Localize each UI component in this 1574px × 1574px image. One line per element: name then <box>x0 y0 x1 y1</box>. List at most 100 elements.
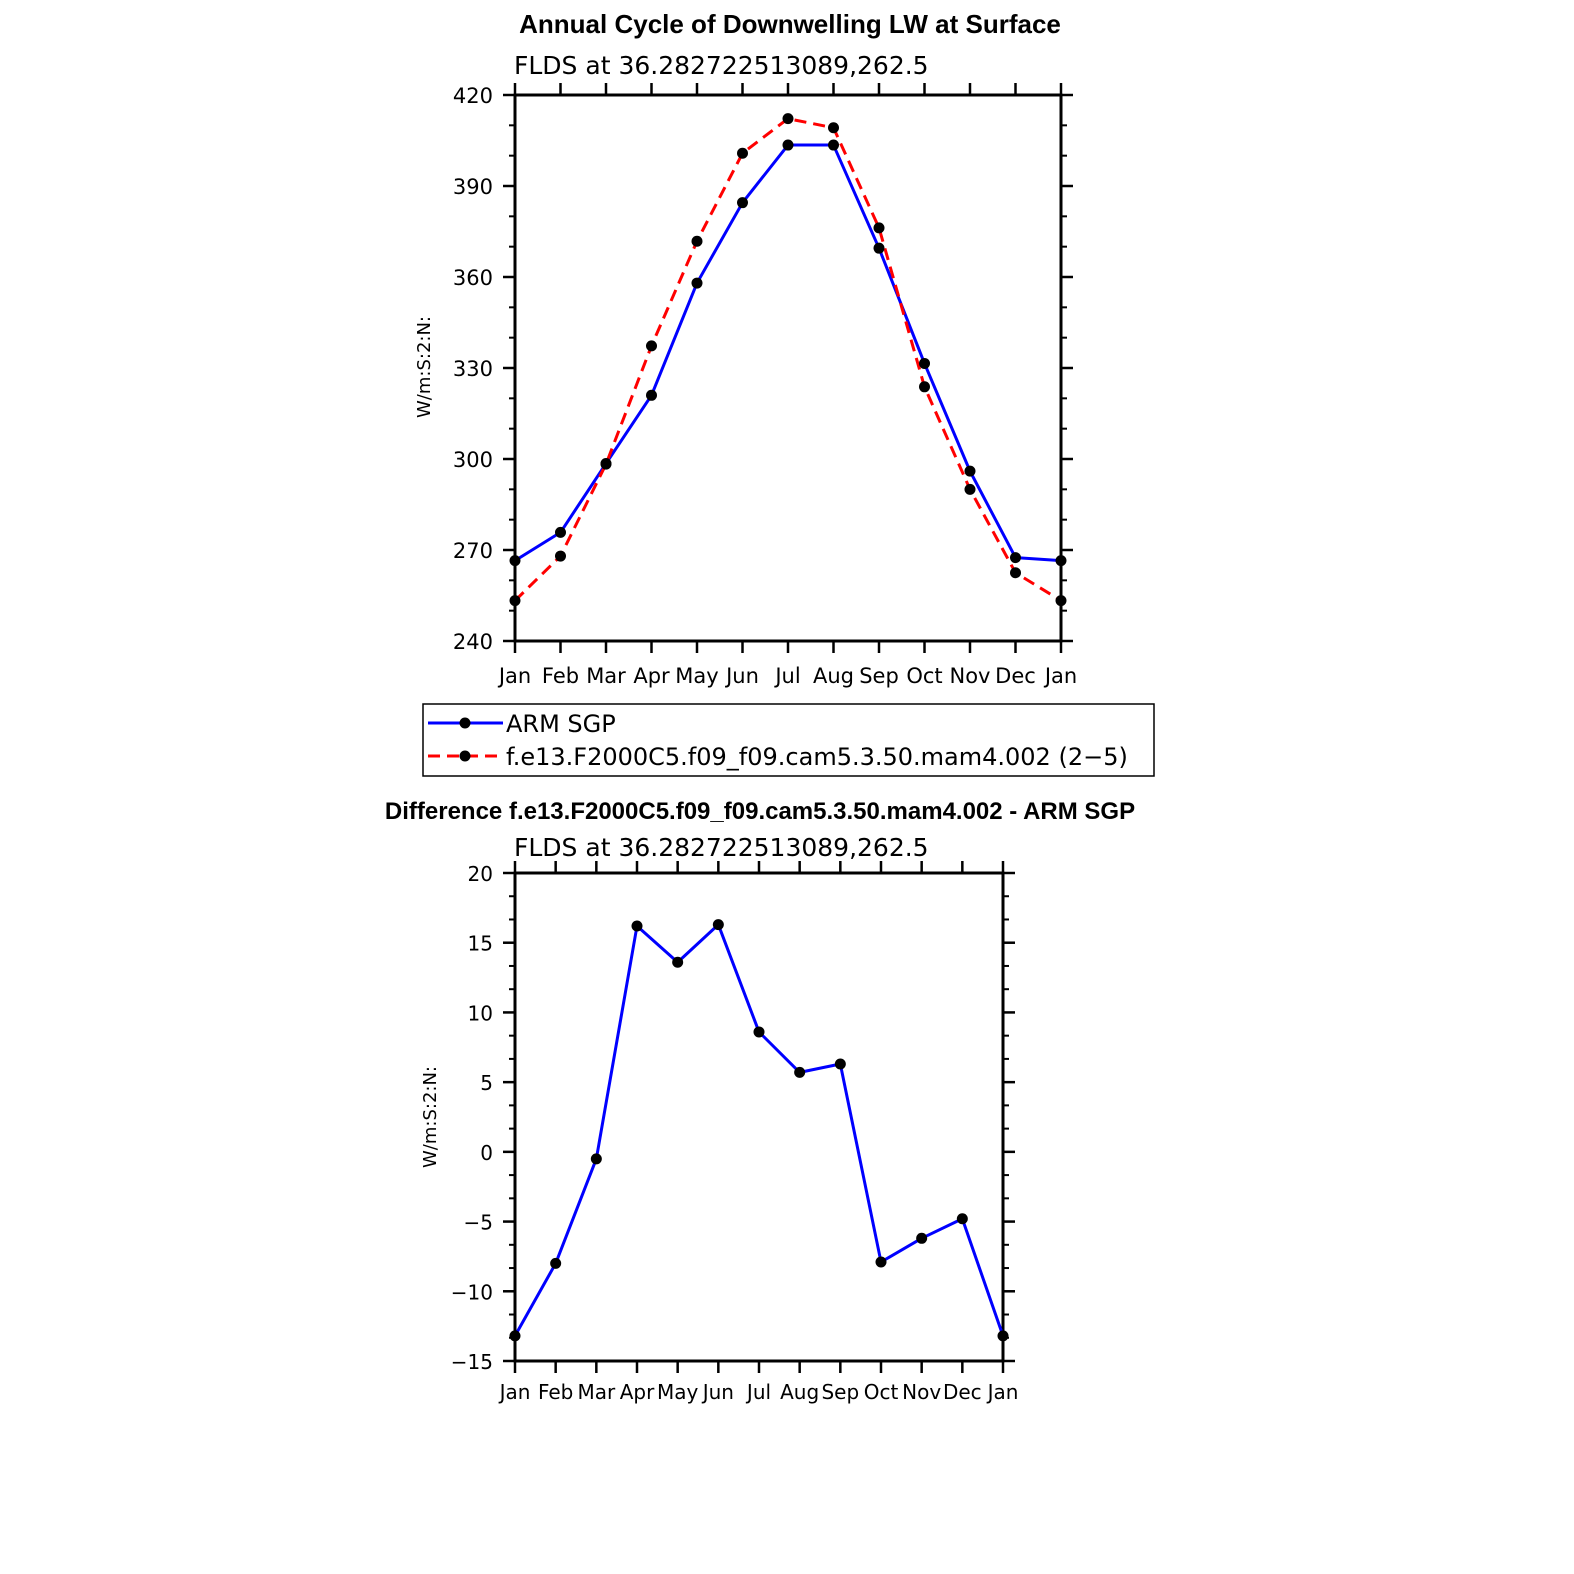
x-tick-label: Jan <box>498 1380 531 1404</box>
data-point <box>631 920 643 932</box>
x-tick-label: Dec <box>943 1380 982 1404</box>
chart2-series <box>509 919 1009 1342</box>
chart2-plot-frame <box>513 871 1005 1363</box>
chart2-title: Difference f.e13.F2000C5.f09_f09.cam5.3.… <box>385 798 1135 825</box>
data-point <box>550 1257 562 1269</box>
chart1-y-ticks: 240 270 300 330 360 390 420 <box>453 84 1073 654</box>
x-tick-label: Mar <box>586 664 626 688</box>
x-tick-label: Sep <box>821 1380 859 1404</box>
x-tick-label: May <box>657 1380 699 1404</box>
legend-marker-arm <box>459 717 471 729</box>
chart1-ylabel: W/m:S:2:N: <box>414 316 435 418</box>
series-line-0 <box>513 923 1005 1337</box>
data-point <box>794 1066 806 1078</box>
chart1-series <box>509 113 1067 607</box>
data-point <box>1055 555 1067 567</box>
legend-label-arm: ARM SGP <box>506 710 616 738</box>
chart1-plot-frame <box>513 93 1063 643</box>
data-point <box>873 222 885 234</box>
data-point <box>916 1232 928 1244</box>
chart2-x-ticks: Jan Feb Mar Apr May Jun Jul Aug Sep Oct Nov Dec Jan <box>498 861 1019 1404</box>
x-tick-label: Jan <box>497 664 531 688</box>
data-point <box>753 1026 765 1038</box>
data-point <box>1010 567 1021 579</box>
y-tick-label: −15 <box>451 1350 493 1374</box>
y-tick-label: 15 <box>468 932 493 956</box>
chart1-x-ticks: Jan Feb Mar Apr May Jun Jul Aug Sep Oct Nov Dec Jan <box>497 83 1077 688</box>
y-tick-label: −5 <box>464 1211 493 1235</box>
legend-box <box>422 703 1155 777</box>
data-point <box>737 197 748 209</box>
x-tick-label: Dec <box>995 664 1036 688</box>
chart-annual-cycle: Annual Cycle of Downwelling LW at Surfac… <box>414 9 1155 777</box>
chart-difference: Difference f.e13.F2000C5.f09_f09.cam5.3.… <box>385 798 1135 1404</box>
data-point <box>509 1330 521 1342</box>
x-tick-label: Jul <box>773 664 800 688</box>
chart2-ylabel: W/m:S:2:N: <box>420 1066 441 1168</box>
legend-label-model: f.e13.F2000C5.f09_f09.cam5.3.50.mam4.002… <box>506 743 1128 771</box>
x-tick-label: Jan <box>1043 664 1077 688</box>
x-tick-label: Feb <box>542 664 579 688</box>
data-point <box>509 555 521 567</box>
y-tick-label: 10 <box>468 1001 493 1025</box>
x-tick-label: Oct <box>906 664 942 688</box>
x-tick-label: Jan <box>986 1380 1019 1404</box>
data-point <box>555 526 566 538</box>
data-point <box>828 139 839 151</box>
data-point <box>964 483 976 495</box>
data-point <box>997 1330 1009 1342</box>
x-tick-label: Mar <box>577 1380 616 1404</box>
data-point <box>828 122 839 134</box>
x-tick-label: Oct <box>864 1380 899 1404</box>
data-point <box>956 1213 968 1225</box>
data-point <box>782 113 794 125</box>
data-point <box>919 381 930 393</box>
y-tick-label: 0 <box>480 1141 493 1165</box>
y-tick-label: 420 <box>453 84 493 108</box>
x-tick-label: Jun <box>724 664 759 688</box>
chart2-y-ticks: −15 −10 −5 0 5 10 15 20 <box>451 862 1015 1374</box>
data-point <box>834 1058 846 1070</box>
data-point <box>875 1256 887 1268</box>
x-tick-label: Nov <box>950 664 991 688</box>
x-tick-label: Nov <box>902 1380 941 1404</box>
x-tick-label: Aug <box>813 664 854 688</box>
y-tick-label: 270 <box>453 539 493 563</box>
data-point <box>672 956 684 968</box>
data-point <box>646 340 657 352</box>
y-tick-label: 20 <box>468 862 493 886</box>
series-line-1 <box>513 117 1062 602</box>
data-point <box>646 389 657 401</box>
data-point <box>919 357 930 369</box>
x-tick-label: May <box>675 664 718 688</box>
x-tick-label: Feb <box>538 1380 573 1404</box>
x-tick-label: Apr <box>633 664 670 688</box>
chart1-subtitle: FLDS at 36.282722513089,262.5 <box>514 51 929 80</box>
data-point <box>691 277 703 289</box>
y-tick-label: 390 <box>453 175 493 199</box>
x-tick-label: Aug <box>780 1380 819 1404</box>
data-point <box>782 139 794 151</box>
data-point <box>1010 552 1021 564</box>
data-point <box>737 147 748 159</box>
data-point <box>1055 595 1067 607</box>
chart1-title: Annual Cycle of Downwelling LW at Surfac… <box>519 9 1061 39</box>
y-tick-label: 240 <box>453 630 493 654</box>
y-tick-label: 330 <box>453 357 493 381</box>
data-point <box>691 235 703 247</box>
data-point <box>873 242 885 254</box>
y-tick-label: 300 <box>453 448 493 472</box>
x-tick-label: Apr <box>620 1380 655 1404</box>
data-point <box>590 1153 602 1165</box>
y-tick-label: 5 <box>480 1071 493 1095</box>
data-point <box>600 458 612 470</box>
data-point <box>712 919 724 931</box>
chart1-legend: ARM SGP f.e13.F2000C5.f09_f09.cam5.3.50.… <box>422 703 1155 777</box>
x-tick-label: Sep <box>859 664 899 688</box>
data-point <box>555 550 566 562</box>
data-point <box>964 465 976 477</box>
y-tick-label: −10 <box>451 1280 493 1304</box>
x-tick-label: Jun <box>701 1380 734 1404</box>
series-line-0 <box>514 143 1062 563</box>
